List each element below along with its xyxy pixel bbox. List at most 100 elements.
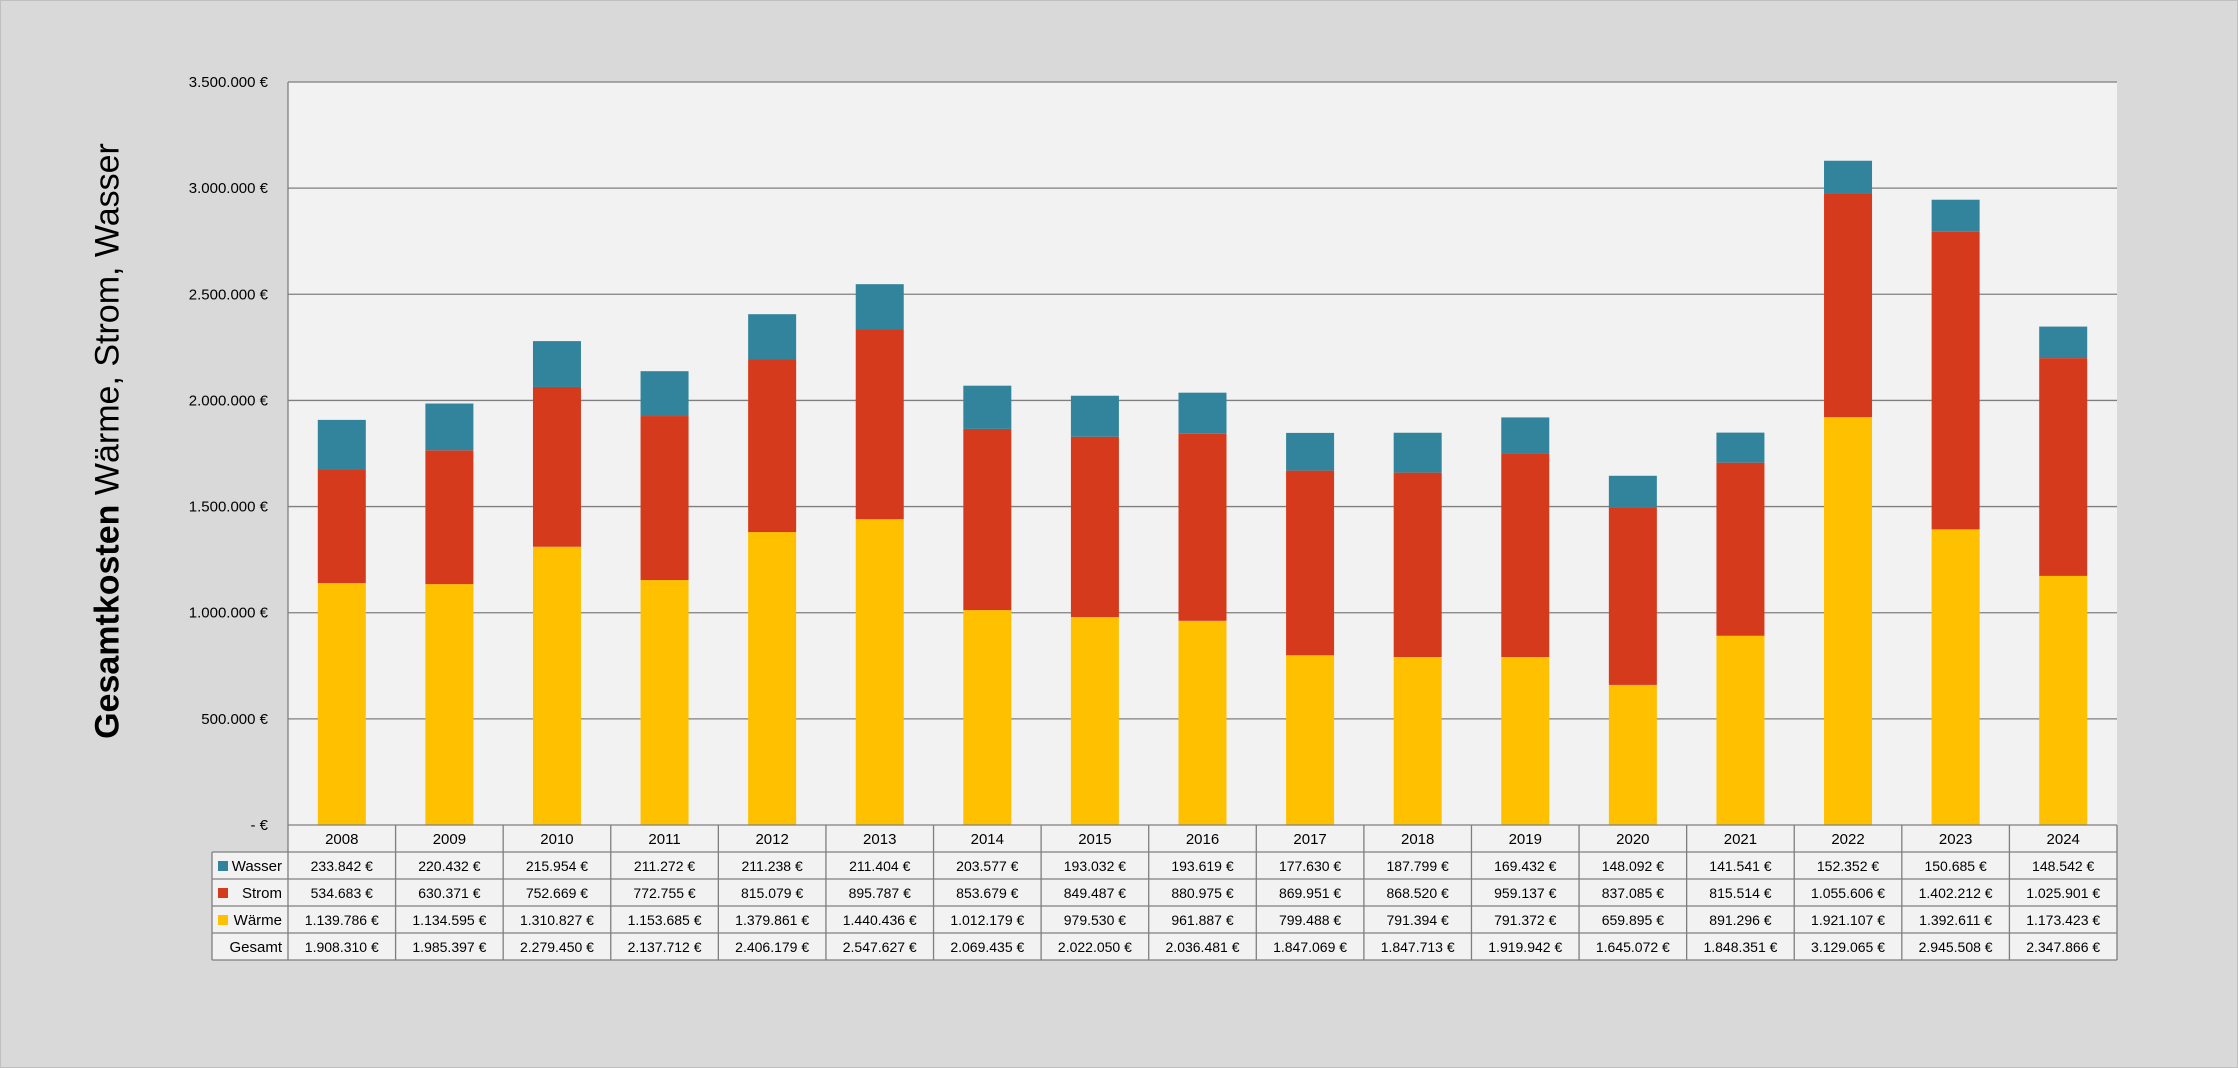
data-label: 1.921.107 €	[1811, 912, 1885, 928]
x-tick-label: 2023	[1939, 831, 1972, 848]
data-label: 1.025.901 €	[2026, 885, 2100, 901]
bar-wasser-2022	[1824, 160, 1873, 194]
bar-strom-2010	[532, 386, 581, 547]
data-label: 148.542 €	[2032, 858, 2094, 874]
data-label: 2.036.481 €	[1166, 939, 1240, 955]
data-label: 211.404 €	[849, 858, 910, 874]
data-label: 2.945.508 €	[1919, 939, 1993, 955]
data-label: 1.645.072 €	[1596, 939, 1670, 955]
bar-waerme-2018	[1393, 656, 1442, 825]
y-tick-label: - €	[250, 817, 268, 834]
x-tick-label: 2015	[1078, 831, 1111, 848]
bar-wasser-2020	[1608, 475, 1657, 508]
data-label: 1.139.786 €	[305, 912, 379, 928]
data-label: 2.347.866 €	[2026, 939, 2100, 955]
bar-waerme-2009	[425, 584, 474, 825]
data-label: 659.895 €	[1602, 912, 1664, 928]
data-label: 868.520 €	[1387, 885, 1449, 901]
bar-waerme-2020	[1608, 684, 1657, 825]
bar-wasser-2015	[1070, 395, 1119, 437]
data-label: 2.279.450 €	[520, 939, 594, 955]
x-tick-label: 2024	[2047, 831, 2080, 848]
bar-wasser-2021	[1716, 432, 1765, 463]
bar-waerme-2014	[963, 610, 1012, 825]
legend-key-wasser	[218, 861, 228, 871]
data-label: 211.272 €	[634, 858, 695, 874]
x-tick-label: 2016	[1186, 831, 1219, 848]
bar-strom-2008	[317, 469, 366, 584]
bar-wasser-2008	[317, 419, 366, 470]
data-label: 152.352 €	[1817, 858, 1879, 874]
x-tick-label: 2013	[863, 831, 896, 848]
data-label: 2.069.435 €	[950, 939, 1024, 955]
bar-waerme-2023	[1931, 529, 1980, 825]
bar-strom-2013	[855, 329, 904, 520]
data-label: 2.022.050 €	[1058, 939, 1132, 955]
data-label: 979.530 €	[1064, 912, 1126, 928]
data-table-bg	[288, 825, 2117, 960]
y-tick-label: 1.000.000 €	[189, 605, 269, 622]
data-label: 233.842 €	[311, 858, 373, 874]
bar-waerme-2008	[317, 583, 366, 825]
data-label: 203.577 €	[956, 858, 1018, 874]
bar-waerme-2013	[855, 519, 904, 825]
legend-label: Wasser	[232, 858, 282, 875]
x-tick-label: 2010	[540, 831, 573, 848]
data-label: 1.153.685 €	[628, 912, 702, 928]
bar-strom-2018	[1393, 472, 1442, 657]
y-tick-label: 1.500.000 €	[189, 499, 269, 516]
bar-strom-2016	[1178, 433, 1227, 621]
data-label: 895.787 €	[849, 885, 911, 901]
x-tick-label: 2008	[325, 831, 358, 848]
x-tick-label: 2019	[1509, 831, 1542, 848]
bar-waerme-2021	[1716, 635, 1765, 825]
data-label: 220.432 €	[418, 858, 480, 874]
x-tick-label: 2018	[1401, 831, 1434, 848]
data-label: 3.129.065 €	[1811, 939, 1885, 955]
data-label: 177.630 €	[1279, 858, 1341, 874]
y-tick-label: 2.000.000 €	[189, 392, 269, 409]
data-label: 772.755 €	[633, 885, 695, 901]
bar-wasser-2012	[748, 314, 797, 360]
bar-wasser-2009	[425, 403, 474, 451]
bar-wasser-2019	[1501, 417, 1550, 454]
bar-waerme-2012	[748, 532, 797, 825]
x-tick-label: 2011	[648, 831, 680, 848]
bar-wasser-2013	[855, 284, 904, 330]
y-tick-label: 3.000.000 €	[189, 180, 269, 197]
bar-strom-2020	[1608, 507, 1657, 685]
data-label: 193.619 €	[1171, 858, 1233, 874]
data-label: 630.371 €	[418, 885, 480, 901]
data-label: 1.392.611 €	[1919, 912, 1992, 928]
data-label: 837.085 €	[1602, 885, 1664, 901]
data-label: 2.547.627 €	[843, 939, 917, 955]
bar-wasser-2023	[1931, 199, 1980, 232]
bar-strom-2021	[1716, 462, 1765, 636]
bar-wasser-2016	[1178, 392, 1227, 434]
x-tick-label: 2017	[1293, 831, 1326, 848]
data-label: 1.908.310 €	[305, 939, 379, 955]
data-label: 869.951 €	[1279, 885, 1341, 901]
legend-label: Wärme	[234, 912, 282, 929]
data-label: 187.799 €	[1387, 858, 1449, 874]
data-label: 2.137.712 €	[628, 939, 702, 955]
bar-wasser-2017	[1286, 432, 1335, 471]
data-label: 141.541 €	[1709, 858, 1771, 874]
bar-strom-2009	[425, 450, 474, 585]
legend-label: Strom	[242, 885, 282, 902]
data-label: 815.079 €	[741, 885, 803, 901]
data-label: 193.032 €	[1064, 858, 1126, 874]
legend-label: Gesamt	[229, 939, 282, 956]
data-label: 853.679 €	[956, 885, 1018, 901]
y-tick-label: 2.500.000 €	[189, 286, 269, 303]
x-tick-label: 2009	[433, 831, 466, 848]
x-tick-label: 2014	[971, 831, 1004, 848]
data-label: 211.238 €	[742, 858, 803, 874]
y-tick-label: 500.000 €	[201, 711, 268, 728]
data-label: 880.975 €	[1171, 885, 1233, 901]
data-label: 1.055.606 €	[1811, 885, 1885, 901]
bar-strom-2012	[748, 359, 797, 533]
data-label: 849.487 €	[1064, 885, 1126, 901]
